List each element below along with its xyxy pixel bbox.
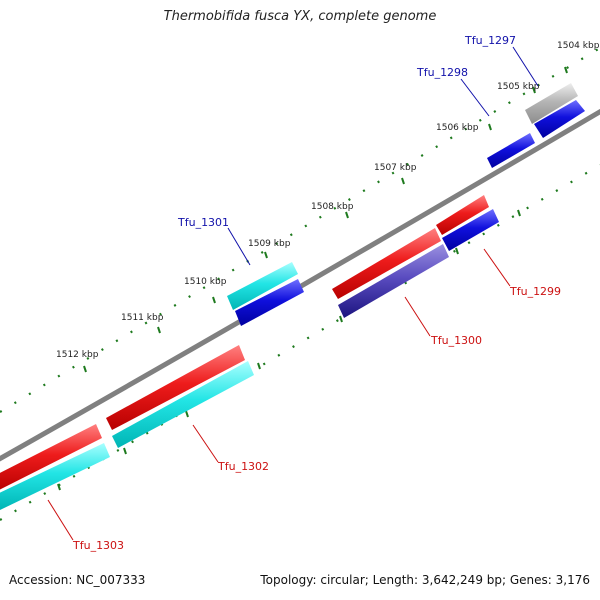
leader-tfu1301 (227, 227, 251, 266)
tick-label-1510: 1510 kbp (184, 277, 227, 287)
leader-tfu1299 (483, 248, 511, 287)
major-tick (57, 483, 61, 491)
feature-tfu1299[interactable] (436, 195, 489, 235)
tick-label-1504: 1504 kbp (557, 41, 600, 51)
major-tick (401, 177, 405, 185)
accession-label: Accession: NC_007333 (9, 573, 146, 587)
gene-label-tfu1302[interactable]: Tfu_1302 (217, 460, 269, 473)
major-tick (564, 66, 568, 74)
tick-label-1507: 1507 kbp (374, 163, 417, 173)
major-tick (257, 362, 261, 370)
gene-label-tfu1300[interactable]: Tfu_1300 (430, 334, 482, 347)
feature-tfu1303[interactable] (0, 424, 102, 492)
feature-tfu1299-rev[interactable] (442, 209, 499, 251)
major-tick (532, 86, 536, 94)
inner-tick-track (0, 164, 600, 521)
feature-tfu1298[interactable] (487, 133, 535, 168)
gene-label-tfu1298[interactable]: Tfu_1298 (416, 66, 468, 79)
major-tick (123, 447, 127, 455)
major-tick (345, 211, 349, 219)
leader-tfu1300 (404, 296, 431, 337)
major-tick (517, 209, 521, 217)
major-tick (488, 123, 492, 131)
leader-tfu1297 (512, 46, 539, 87)
gene-label-tfu1301[interactable]: Tfu_1301 (177, 216, 229, 229)
leader-tfu1298 (460, 78, 490, 117)
feature-tfu1301-rna[interactable] (227, 262, 298, 310)
feature-tfu1302[interactable] (106, 345, 245, 430)
major-tick (157, 326, 161, 334)
leader-tfu1303 (47, 499, 74, 541)
leader-tfu1302 (192, 424, 219, 463)
feature-tfu1297-cds[interactable] (534, 100, 585, 138)
feature-tfu1302-rna[interactable] (112, 361, 254, 448)
major-tick (455, 247, 459, 255)
tick-label-1506: 1506 kbp (436, 123, 479, 133)
tick-label-1512: 1512 kbp (56, 350, 99, 360)
major-tick (185, 410, 189, 418)
feature-tfu1300-overlap[interactable] (338, 244, 449, 318)
major-tick (264, 251, 268, 259)
topology-label: Topology: circular; Length: 3,642,249 bp… (260, 573, 590, 587)
tick-label-1505: 1505 kbp (497, 82, 540, 92)
major-tick (212, 296, 216, 304)
tick-label-1511: 1511 kbp (121, 313, 164, 323)
feature-tfu1301-cds[interactable] (235, 279, 304, 326)
gene-label-tfu1303[interactable]: Tfu_1303 (72, 539, 124, 552)
major-tick (339, 315, 343, 323)
feature-tfu1297[interactable] (525, 83, 578, 124)
major-tick (83, 365, 87, 373)
tick-label-1509: 1509 kbp (248, 239, 291, 249)
map-title: Thermobifida fusca YX, complete genome (163, 9, 437, 24)
gene-label-tfu1299[interactable]: Tfu_1299 (509, 285, 561, 298)
feature-tfu1300[interactable] (332, 228, 441, 299)
feature-tfu1303-rna[interactable] (0, 443, 110, 510)
tick-label-1508: 1508 kbp (311, 202, 354, 212)
gene-label-tfu1297[interactable]: Tfu_1297 (464, 34, 516, 47)
